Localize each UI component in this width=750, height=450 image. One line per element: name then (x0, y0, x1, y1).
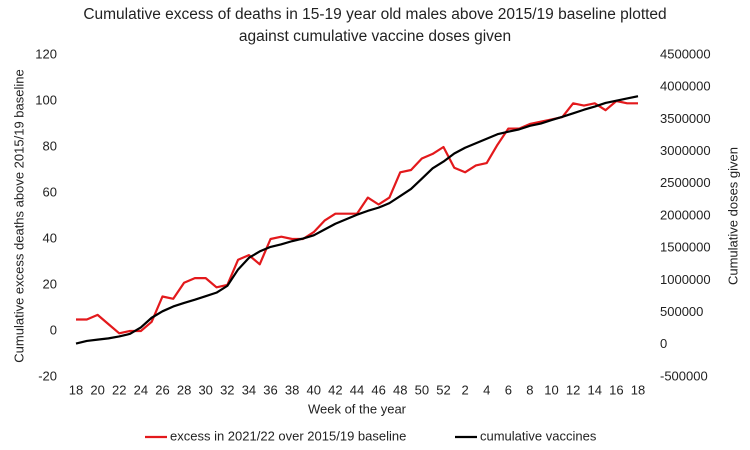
chart-title: Cumulative excess of deaths in 15-19 yea… (83, 6, 667, 45)
y-tick-label: -20 (38, 368, 57, 383)
x-tick-label: 10 (544, 382, 558, 397)
y-tick-label: 0 (50, 322, 57, 337)
x-tick-label: 16 (609, 382, 623, 397)
x-tick-label: 34 (242, 382, 256, 397)
y2-tick-label: 1500000 (660, 240, 711, 255)
legend-label: excess in 2021/22 over 2015/19 baseline (170, 428, 406, 443)
y-tick-label: 80 (43, 138, 57, 153)
x-tick-label: 52 (436, 382, 450, 397)
x-tick-label: 42 (328, 382, 342, 397)
y2-axis-label: Cumulative doses given (725, 147, 740, 285)
y2-tick-label: 4000000 (660, 79, 711, 94)
x-tick-label: 36 (263, 382, 277, 397)
y-tick-label: 100 (35, 92, 57, 107)
x-tick-label: 20 (90, 382, 104, 397)
x-tick-label: 48 (393, 382, 407, 397)
y-tick-label: 60 (43, 184, 57, 199)
y2-tick-label: 4500000 (660, 46, 711, 61)
x-tick-label: 18 (69, 382, 83, 397)
y2-tick-label: 3500000 (660, 111, 711, 126)
y-axis-label: Cumulative excess deaths above 2015/19 b… (11, 69, 26, 362)
y2-tick-label: 2000000 (660, 207, 711, 222)
x-tick-label: 26 (155, 382, 169, 397)
x-tick-label: 40 (307, 382, 321, 397)
series-line (75, 95, 639, 345)
x-tick-label: 8 (526, 382, 533, 397)
y2-tick-label: 1000000 (660, 272, 711, 287)
x-tick-label: 12 (566, 382, 580, 397)
y-tick-label: 40 (43, 230, 57, 245)
x-tick-label: 18 (631, 382, 645, 397)
x-tick-label: 32 (220, 382, 234, 397)
x-tick-label: 22 (112, 382, 126, 397)
x-tick-label: 38 (285, 382, 299, 397)
x-tick-label: 50 (415, 382, 429, 397)
y-tick-label: 120 (35, 46, 57, 61)
x-tick-label: 24 (134, 382, 148, 397)
x-axis-label: Week of the year (308, 401, 407, 416)
x-tick-label: 14 (588, 382, 602, 397)
x-tick-label: 30 (198, 382, 212, 397)
legend-label: cumulative vaccines (480, 428, 597, 443)
y-tick-label: 20 (43, 276, 57, 291)
y2-tick-label: 500000 (660, 304, 703, 319)
y2-tick-label: 2500000 (660, 175, 711, 190)
x-tick-label: 46 (371, 382, 385, 397)
y2-tick-label: 0 (660, 336, 667, 351)
x-tick-label: 44 (350, 382, 364, 397)
x-tick-label: 28 (177, 382, 191, 397)
series-line (76, 99, 638, 335)
x-tick-label: 6 (505, 382, 512, 397)
x-tick-label: 4 (483, 382, 490, 397)
y2-tick-label: -500000 (660, 368, 708, 383)
y2-tick-label: 3000000 (660, 143, 711, 158)
x-tick-label: 2 (461, 382, 468, 397)
